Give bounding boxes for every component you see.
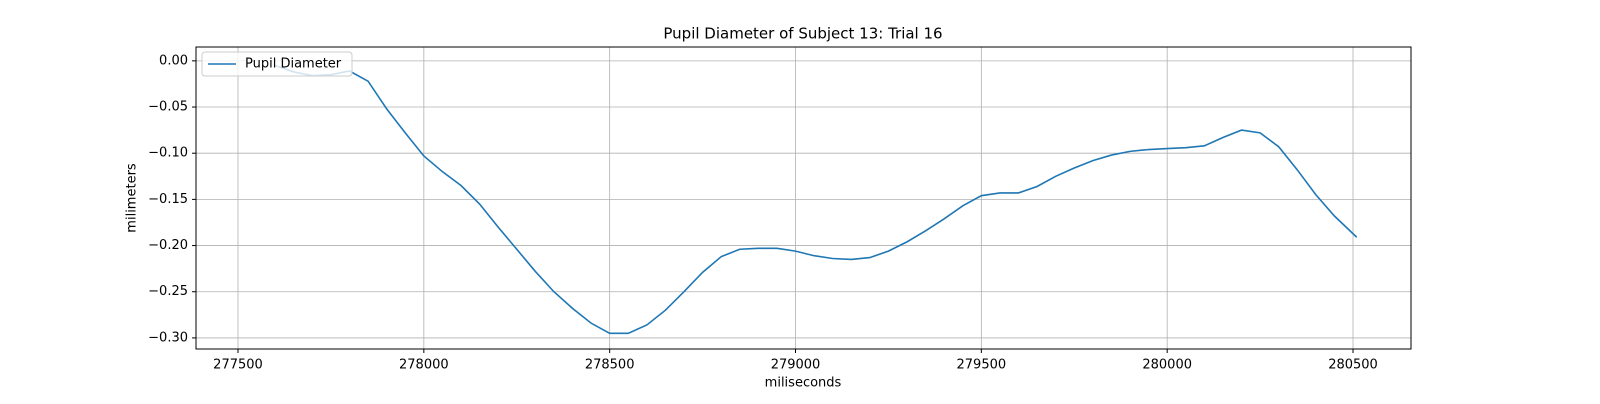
x-tick-label: 279500: [957, 358, 1007, 373]
x-tick-label: 278500: [585, 358, 635, 373]
legend: Pupil Diameter: [201, 51, 353, 77]
x-tick-label: 277500: [213, 358, 263, 373]
y-tick-label: −0.05: [148, 100, 188, 115]
y-tick-label: −0.10: [148, 146, 188, 161]
y-tick-label: −0.15: [148, 192, 188, 207]
x-tick-label: 280500: [1328, 358, 1378, 373]
y-tick-label: 0.00: [159, 53, 188, 68]
x-tick-label: 280000: [1142, 358, 1192, 373]
y-tick-label: −0.25: [148, 284, 188, 299]
x-tick-label: 279000: [771, 358, 821, 373]
y-tick-label: −0.30: [148, 330, 188, 345]
x-axis-label: miliseconds: [765, 376, 842, 391]
y-axis-label: milimeters: [125, 163, 140, 233]
legend-label: Pupil Diameter: [245, 57, 342, 72]
chart-title: Pupil Diameter of Subject 13: Trial 16: [663, 25, 942, 43]
plot-frame: [195, 46, 1412, 350]
y-tick-label: −0.20: [148, 238, 188, 253]
data-line: [274, 64, 1358, 335]
x-tick-label: 278000: [399, 358, 449, 373]
legend-box: [201, 51, 353, 77]
